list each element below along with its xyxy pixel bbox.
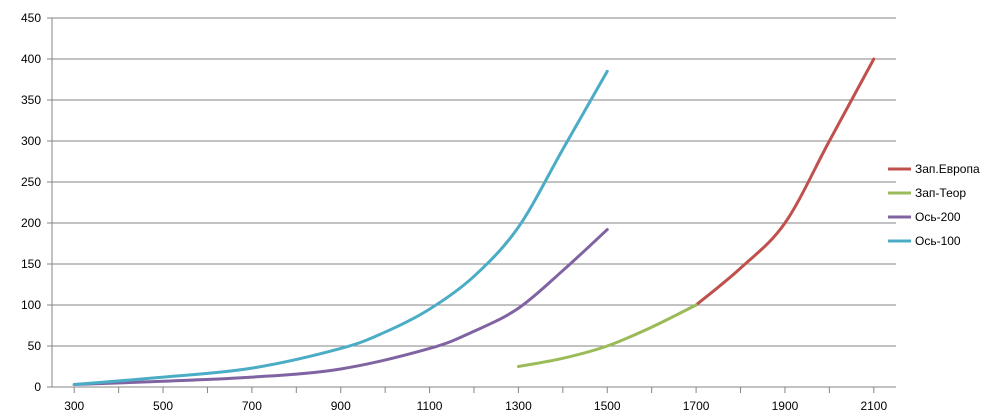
- y-tick-label: 200: [21, 216, 41, 230]
- series-zap-teor-line: [516, 303, 698, 368]
- y-tick-label: 450: [21, 11, 41, 25]
- x-tick-label: 1900: [772, 399, 799, 413]
- series-os-200-line: [72, 228, 609, 387]
- y-tick-label: 100: [21, 298, 41, 312]
- y-tick-label: 400: [21, 52, 41, 66]
- y-tick-label: 0: [34, 380, 41, 394]
- x-tick-label: 2100: [860, 399, 887, 413]
- y-tick-label: 250: [21, 175, 41, 189]
- x-tick-labels: 300 500 700 900 1100 1300 1500 1700 1900 2100: [64, 399, 887, 413]
- x-tick-label: 500: [153, 399, 173, 413]
- x-tick-label: 1100: [417, 399, 443, 413]
- series-os-100-line: [72, 69, 609, 387]
- legend-label: Ось-100: [915, 234, 961, 248]
- x-tick-label: 1700: [683, 399, 710, 413]
- x-tick-label: 1500: [594, 399, 621, 413]
- x-tick-label: 700: [242, 399, 262, 413]
- legend-label: Ось-200: [915, 210, 961, 224]
- y-tick-label: 150: [21, 257, 41, 271]
- series-zap-evropa-line: [694, 57, 876, 307]
- axes: [47, 17, 896, 393]
- legend: Зап.Европа Зап-Теор Ось-200 Ось-100: [888, 162, 980, 248]
- series-layer: [72, 57, 876, 387]
- legend-label: Зап.Европа: [915, 162, 980, 176]
- legend-label: Зап-Теор: [915, 186, 966, 200]
- y-tick-labels: 0 50 100 150 200 250 300 350 400 450: [21, 11, 41, 394]
- y-tick-label: 350: [21, 93, 41, 107]
- y-tick-label: 300: [21, 134, 41, 148]
- x-tick-label: 300: [64, 399, 84, 413]
- y-tick-label: 50: [28, 339, 42, 353]
- gridlines: [52, 17, 896, 347]
- x-tick-label: 900: [331, 399, 351, 413]
- x-tick-label: 1300: [505, 399, 532, 413]
